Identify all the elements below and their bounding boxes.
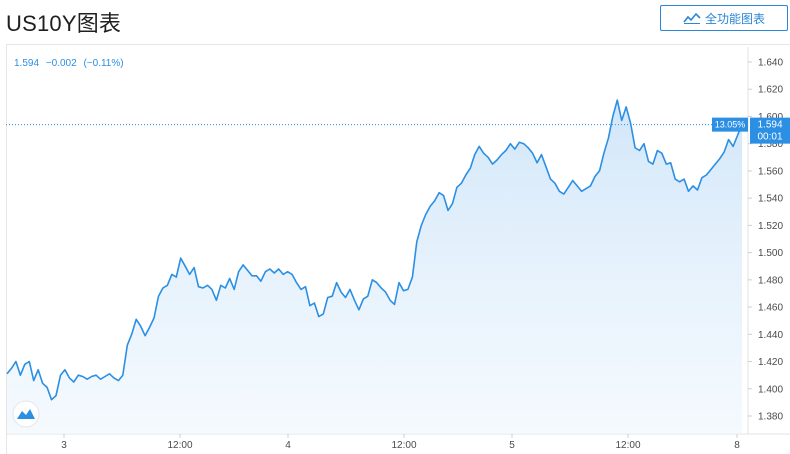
x-tick-label: 5 <box>509 440 515 451</box>
y-tick-label: 1.620 <box>758 85 783 96</box>
last-price-badge: 13.05% 1.594 00:01 <box>712 117 790 144</box>
x-tick-label: 12:00 <box>391 440 416 451</box>
legend-values: 1.594 −0.002 (−0.11%) <box>14 58 124 69</box>
legend-change-pct: (−0.11%) <box>83 58 123 69</box>
pct-badge-text: 13.05% <box>715 120 746 130</box>
y-tick-label: 1.540 <box>758 194 783 205</box>
full-chart-label: 全功能图表 <box>704 11 765 26</box>
full-chart-button[interactable]: 全功能图表 <box>660 5 788 31</box>
legend-change: −0.002 <box>46 58 77 69</box>
y-tick-label: 1.460 <box>758 303 783 314</box>
y-axis: 1.640 1.620 1.600 1.580 1.560 1.540 1.520 1.500… <box>748 58 783 423</box>
chart-frame <box>6 44 790 454</box>
price-line <box>6 99 743 401</box>
y-tick-label: 1.580 <box>758 139 783 150</box>
x-tick-label: 3 <box>61 440 67 451</box>
y-tick-label: 1.640 <box>758 58 783 69</box>
legend-last: 1.594 <box>14 58 39 69</box>
y-tick-label: 1.420 <box>758 357 783 368</box>
x-axis: 3 12:00 4 12:00 5 12:00 8 <box>61 434 740 451</box>
y-tick-label: 1.380 <box>758 412 783 423</box>
x-tick-label: 8 <box>734 440 740 451</box>
y-tick-label: 1.480 <box>758 275 783 286</box>
price-badge-time: 00:01 <box>757 132 782 143</box>
y-tick-label: 1.500 <box>758 248 783 259</box>
tradingview-cloud-icon[interactable] <box>12 400 40 428</box>
price-badge-value: 1.594 <box>757 120 782 131</box>
price-area <box>7 100 742 434</box>
y-tick-label: 1.440 <box>758 330 783 341</box>
x-tick-label: 12:00 <box>615 440 640 451</box>
x-tick-label: 4 <box>285 440 291 451</box>
y-tick-label: 1.520 <box>758 221 783 232</box>
y-tick-label: 1.400 <box>758 384 783 395</box>
pct-badge <box>712 117 748 132</box>
y-tick-label: 1.560 <box>758 166 783 177</box>
chart-line-icon <box>683 12 701 24</box>
price-badge <box>750 117 790 144</box>
page-title: US10Y图表 <box>6 11 122 36</box>
x-tick-label: 12:00 <box>167 440 192 451</box>
y-tick-label: 1.600 <box>758 112 783 123</box>
